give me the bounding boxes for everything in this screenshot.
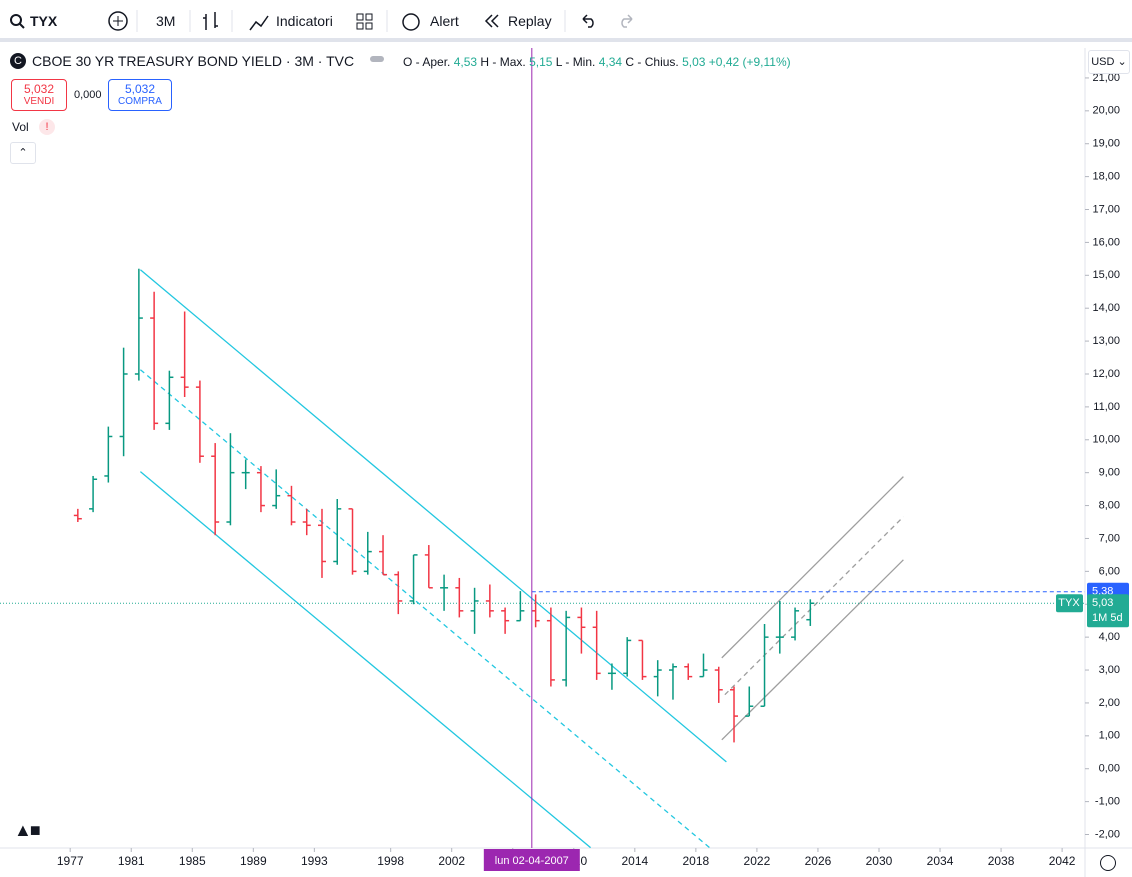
y-tick-label: 0,00: [1099, 763, 1120, 775]
y-tick-label: 2,00: [1099, 697, 1120, 709]
y-tick-label: 15,00: [1092, 269, 1120, 281]
y-tick-label: 12,00: [1092, 368, 1120, 380]
x-tick-label: 1993: [301, 854, 328, 868]
crosshair-label-bg: [483, 849, 580, 871]
y-tick-label: 7,00: [1099, 532, 1120, 544]
ohlc-legend: O - Aper. 4,53 H - Max. 5,15 L - Min. 4,…: [403, 55, 791, 69]
change: +0,42 (+9,11%): [708, 55, 791, 69]
y-tick-label: 17,00: [1092, 203, 1120, 215]
x-tick-label: 2002: [438, 854, 465, 868]
y-tick-label: 19,00: [1092, 138, 1120, 150]
o-label: O - Aper.: [403, 55, 451, 69]
y-tick-label: 10,00: [1092, 434, 1120, 446]
y-tick-label: 13,00: [1092, 335, 1120, 347]
y-tick-label: 18,00: [1092, 171, 1120, 183]
h-label: H - Max.: [480, 55, 526, 69]
x-tick-label: 1998: [377, 854, 404, 868]
chart: -2,00-1,000,001,002,003,004,005,006,007,…: [0, 48, 1132, 877]
x-tick-label: 1977: [57, 854, 84, 868]
h-value: 5,15: [529, 55, 553, 69]
l-value: 4,34: [598, 55, 623, 69]
sell-button[interactable]: 5,032 VENDI: [11, 79, 67, 111]
currency-label: USD: [1091, 56, 1115, 68]
spread: 0,000: [74, 89, 102, 101]
y-tick-label: 8,00: [1099, 499, 1120, 511]
alert[interactable]: Alert: [430, 13, 459, 29]
x-tick-label: 2022: [744, 854, 771, 868]
crosshair-label: lun 02-04-2007: [495, 855, 569, 867]
sell-price: 5,032: [23, 82, 55, 96]
y-tick-label: 4,00: [1099, 631, 1120, 643]
vol-warning[interactable]: !: [39, 119, 55, 135]
trend-line: [139, 471, 591, 848]
trend-line: [139, 369, 711, 848]
logo: C: [10, 53, 26, 69]
x-tick-label: 2018: [683, 854, 710, 868]
y-tick-label: 21,00: [1092, 72, 1120, 84]
y-tick-label: 11,00: [1093, 401, 1120, 413]
x-tick-label: 1985: [179, 854, 206, 868]
c-value: 5,03: [682, 55, 706, 69]
plot: [0, 268, 1085, 848]
trend-line: [139, 269, 727, 763]
toolbar: TYX 3M Indicatori Alert Replay: [0, 0, 1132, 42]
x-tick-label: 2038: [988, 854, 1015, 868]
x-tick-label: 1989: [240, 854, 267, 868]
symbol-label: TYX: [1058, 597, 1080, 609]
y-tick-label: 3,00: [1099, 664, 1120, 676]
last-price-label: 5,03: [1092, 597, 1113, 609]
tv-logo: ▲■: [14, 820, 41, 840]
currency[interactable]: USD ⌄: [1088, 50, 1130, 74]
collapse-button[interactable]: ⌃: [10, 142, 36, 164]
y-tick-label: 16,00: [1092, 236, 1120, 248]
l-label: L - Min.: [555, 55, 596, 69]
countdown: 1M 5d: [1092, 612, 1123, 624]
y-tick-label: 20,00: [1092, 105, 1120, 117]
replay[interactable]: Replay: [508, 13, 552, 29]
trend-line: [724, 516, 904, 696]
sell-label: VENDI: [23, 96, 55, 107]
x-tick-label: 2014: [621, 854, 648, 868]
x-tick-label: 2034: [927, 854, 954, 868]
trend-line: [721, 559, 904, 741]
x-tick-label: 2042: [1049, 854, 1076, 868]
y-tick-label: -1,00: [1095, 796, 1120, 808]
interval[interactable]: 3M: [156, 13, 176, 29]
y-tick-label: 6,00: [1099, 565, 1120, 577]
settings[interactable]: [1100, 855, 1116, 871]
toggle[interactable]: [370, 56, 384, 62]
y-tick-label: -2,00: [1095, 828, 1120, 840]
legend-title: CBOE 30 YR TREASURY BOND YIELD · 3M · TV…: [32, 53, 355, 69]
symbol[interactable]: TYX: [30, 13, 58, 29]
c-label: C - Chius.: [625, 55, 679, 69]
y-tick-label: 14,00: [1092, 302, 1120, 314]
x-tick-label: 1981: [118, 854, 145, 868]
o-value: 4,53: [453, 55, 478, 69]
buy-price: 5,032: [124, 82, 156, 96]
indicators[interactable]: Indicatori: [276, 13, 333, 29]
y-tick-label: 1,00: [1099, 730, 1120, 742]
x-tick-label: 2026: [805, 854, 832, 868]
last-price-bg: [1087, 594, 1129, 628]
x-tick-label: 2030: [866, 854, 893, 868]
vol-label: Vol: [12, 120, 29, 134]
buy-button[interactable]: 5,032 COMPRA: [108, 79, 172, 111]
toolbar-icons: [10, 10, 633, 32]
symbol-label-bg: [1056, 594, 1083, 613]
buy-label: COMPRA: [118, 96, 162, 107]
trend-line: [721, 476, 904, 659]
y-tick-label: 9,00: [1099, 467, 1120, 479]
